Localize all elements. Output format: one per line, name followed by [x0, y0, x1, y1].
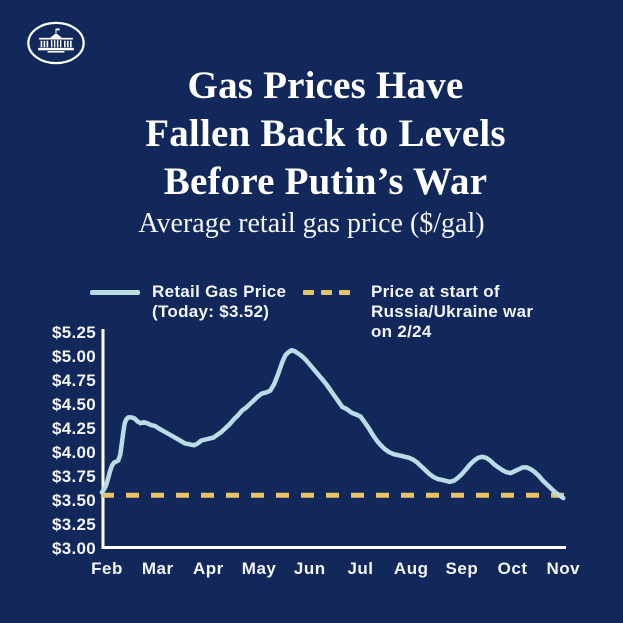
y-axis-tick-label: $3.50 [52, 491, 96, 510]
legend-war-line-1: Price at start of [371, 282, 500, 301]
y-axis-tick-label: $3.25 [52, 515, 96, 534]
page-subtitle: Average retail gas price ($/gal) [138, 208, 485, 239]
y-axis-tick-label: $4.50 [52, 395, 96, 414]
solid-line-swatch-icon [90, 290, 140, 295]
legend-item-retail-gas-price: Retail Gas Price (Today: $3.52) [90, 282, 286, 322]
x-axis-tick-label: Sep [446, 559, 479, 578]
y-axis-tick-label: $4.00 [52, 443, 96, 462]
retail-gas-price-line [99, 347, 566, 501]
legend-item-war-start-price: Price at start of Russia/Ukraine war on … [303, 282, 533, 342]
x-axis-tick-label: Nov [546, 559, 580, 578]
legend-retail-line-2: (Today: $3.52) [152, 302, 270, 321]
x-axis-tick-label: Aug [394, 559, 429, 578]
x-axis-tick-label: May [242, 559, 277, 578]
white-house-building-icon [38, 28, 74, 53]
logo-ellipse [27, 21, 85, 65]
legend-war-line-2: Russia/Ukraine war [371, 302, 534, 321]
chart-svg: $3.00 $3.25 $3.50 $3.75 $4.00 $4.25 $4.50 $4.75… [52, 323, 580, 578]
title-line-2: Fallen Back to Levels [145, 112, 506, 156]
line-chart: $3.00 $3.25 $3.50 $3.75 $4.00 $4.25 $4.50 $4.75… [0, 300, 623, 600]
y-axis-tick-label: $5.00 [52, 347, 96, 366]
chart-legend: Retail Gas Price (Today: $3.52) Price at… [0, 282, 623, 344]
x-axis-tick-label: Mar [142, 559, 174, 578]
title-line-3: Before Putin’s War [163, 160, 488, 204]
title-line-1: Gas Prices Have [187, 64, 464, 108]
y-axis-tick-label: $4.75 [52, 371, 96, 390]
legend-label-retail: Retail Gas Price (Today: $3.52) [152, 282, 286, 322]
y-axis-tick-label: $4.25 [52, 419, 96, 438]
y-axis-tick-label: $3.75 [52, 467, 96, 486]
x-axis-tick-label: Oct [498, 559, 528, 578]
x-axis-tick-label: Jun [294, 559, 326, 578]
x-axis-tick-label: Apr [193, 559, 224, 578]
legend-war-line-3: on 2/24 [371, 322, 432, 341]
legend-label-war-price: Price at start of Russia/Ukraine war on … [371, 282, 533, 342]
legend-retail-line-1: Retail Gas Price [152, 282, 287, 301]
page-title: Gas Prices Have Fallen Back to Levels Be… [0, 62, 623, 206]
y-axis-tick-label: $3.00 [52, 539, 96, 558]
dashed-line-swatch-icon [303, 290, 350, 295]
white-house-logo [27, 21, 85, 65]
x-axis-tick-label: Feb [91, 559, 123, 578]
y-axis-tick-label: $5.25 [52, 323, 96, 342]
x-axis-tick-label: Jul [347, 559, 373, 578]
